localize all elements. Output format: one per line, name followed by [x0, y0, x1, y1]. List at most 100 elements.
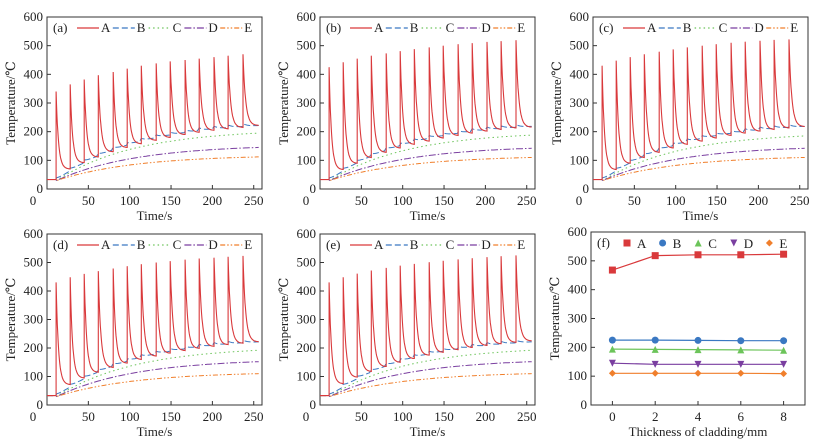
legend-label-D: D — [208, 20, 217, 35]
panel-c: 100 200 300 400 500 600 00 50 100 150 200 250 Time/s… — [549, 9, 809, 223]
x-tick-label: 200 — [203, 409, 223, 424]
y-tick-label: 300 — [568, 311, 588, 326]
data-point-C — [694, 346, 702, 354]
x-tick-label: 100 — [666, 193, 686, 208]
panel-label: (f) — [597, 235, 610, 250]
series-line-C — [320, 349, 532, 397]
series-line-E — [320, 157, 532, 181]
data-point-C — [651, 345, 659, 353]
y-tick-label: 100 — [568, 368, 588, 383]
y-axis-label: Temperature/℃ — [549, 61, 564, 145]
legend-label-A: A — [101, 237, 111, 252]
x-tick-label: 150 — [161, 193, 181, 208]
x-tick-label: 150 — [434, 193, 454, 208]
panel-label: (d) — [53, 237, 68, 252]
y-tick-label: 500 — [568, 253, 588, 268]
legend-label-D: D — [208, 237, 217, 252]
series-line-B — [47, 123, 259, 180]
legend-marker-A — [623, 239, 631, 247]
x-tick-label: 100 — [393, 193, 413, 208]
series-line-A — [320, 255, 532, 397]
series-line-E — [593, 157, 805, 181]
data-point-E — [737, 369, 745, 377]
y-axis-label: Temperature/℃ — [3, 61, 18, 145]
y-tick-label: 200 — [297, 124, 317, 139]
panel-e: 100 200 300 400 500 600 00 50 100 150 200 250 Time/s… — [276, 226, 536, 439]
x-axis-label: Time/s — [683, 208, 719, 223]
x-tick-label: 50 — [355, 193, 368, 208]
legend-marker-D — [730, 239, 738, 247]
y-axis-label: Temperature/℃ — [276, 278, 291, 362]
y-axis-label: Temperature/℃ — [3, 278, 18, 362]
panel-f: 0 100 200 300 400 500 600 0 2 4 6 8 Thickness of cla… — [547, 224, 806, 439]
y-tick-label: 100 — [297, 152, 317, 167]
y-tick-label: 0 — [37, 397, 44, 412]
data-point-E — [608, 369, 616, 377]
x-tick-label: 50 — [355, 409, 368, 424]
legend-label-D: D — [481, 237, 490, 252]
x-tick-label: 0 — [609, 409, 616, 424]
legend-label-B: B — [410, 20, 419, 35]
legend-label-D: D — [744, 236, 753, 251]
series-line-A — [47, 54, 259, 181]
data-point-C — [608, 345, 616, 353]
y-tick-label: 300 — [297, 95, 317, 110]
x-axis-label: Time/s — [410, 424, 446, 439]
legend-label-A: A — [101, 20, 111, 35]
panel-label: (c) — [599, 20, 613, 35]
legend-label-A: A — [647, 20, 657, 35]
y-tick-label: 200 — [570, 124, 590, 139]
series-line-A — [320, 40, 532, 181]
series-line-B — [47, 339, 259, 397]
y-tick-label: 200 — [297, 340, 317, 355]
panel-a: 100 200 300 400 500 600 00 50 100 150 200 250 Time/s… — [3, 9, 263, 223]
x-tick-label: 6 — [738, 409, 745, 424]
data-point-B — [780, 337, 788, 345]
legend-label-E: E — [517, 237, 525, 252]
series-line-E — [47, 373, 259, 397]
series-line-B — [320, 339, 532, 397]
legend-label-E: E — [779, 236, 787, 251]
panel-label: (b) — [326, 20, 341, 35]
legend-label-B: B — [137, 237, 146, 252]
series-line-B — [320, 124, 532, 180]
x-tick-label: 250 — [244, 409, 264, 424]
data-point-B — [737, 337, 745, 345]
y-tick-label: 500 — [297, 255, 317, 270]
y-tick-label: 100 — [24, 369, 44, 384]
x-tick-label: 4 — [695, 409, 702, 424]
legend-label-A: A — [637, 236, 647, 251]
legend-label-D: D — [754, 20, 763, 35]
legend-label-C: C — [173, 20, 182, 35]
x-tick-label: 100 — [120, 409, 140, 424]
y-tick-label: 100 — [24, 152, 44, 167]
y-tick-label: 400 — [568, 282, 588, 297]
y-tick-label: 0 — [310, 181, 317, 196]
panel-b: 100 200 300 400 500 600 00 50 100 150 200 250 Time/s… — [276, 9, 536, 223]
series-line-D — [320, 147, 532, 181]
y-tick-label: 0 — [581, 397, 588, 412]
y-tick-label: 100 — [570, 152, 590, 167]
y-tick-label: 300 — [24, 95, 44, 110]
data-point-B — [694, 336, 702, 344]
data-point-A — [608, 266, 616, 274]
y-tick-label: 0 — [37, 181, 44, 196]
y-tick-label: 0 — [583, 181, 590, 196]
data-point-C — [737, 346, 745, 354]
y-tick-label: 300 — [297, 312, 317, 327]
x-tick-label: 50 — [82, 409, 95, 424]
y-tick-label: 100 — [297, 369, 317, 384]
legend-marker-B — [659, 239, 667, 247]
data-point-B — [608, 336, 616, 344]
legend-label-C: C — [446, 20, 455, 35]
data-point-B — [651, 336, 659, 344]
panel-label: (e) — [326, 237, 340, 252]
legend-label-C: C — [446, 237, 455, 252]
y-tick-label: 400 — [297, 66, 317, 81]
data-point-E — [780, 370, 788, 378]
y-tick-label: 400 — [297, 283, 317, 298]
y-tick-label: 200 — [24, 340, 44, 355]
x-tick-label: 200 — [203, 193, 223, 208]
x-tick-label: 100 — [120, 193, 140, 208]
legend-label-E: E — [517, 20, 525, 35]
